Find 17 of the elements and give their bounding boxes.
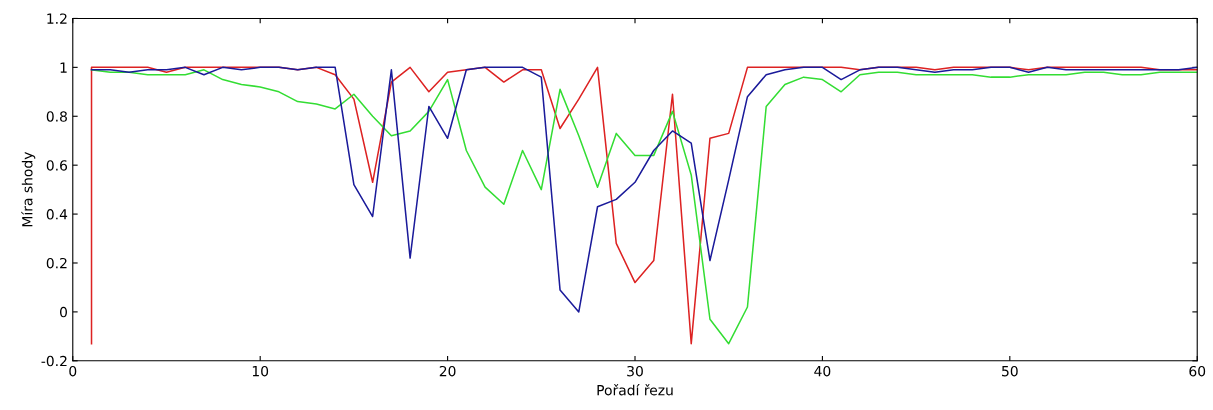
y-tick-label: 0.4 — [46, 209, 68, 220]
x-tick-label: 30 — [627, 365, 643, 377]
x-tick-label: 10 — [252, 365, 269, 377]
x-axis-title: Pořadí řezu — [597, 384, 673, 396]
x-tick-label: 40 — [814, 365, 831, 377]
x-tick-label: 0 — [69, 365, 77, 377]
y-axis-title: Míra shody — [21, 152, 36, 227]
y-tick-label: 0.8 — [46, 111, 67, 122]
x-tick-label: 20 — [439, 365, 456, 377]
y-tick-label: 0.6 — [46, 160, 68, 171]
x-tick-label: 50 — [1002, 365, 1018, 377]
y-tick-label: 1.2 — [47, 13, 67, 24]
y-tick-label: -0.2 — [41, 355, 67, 367]
y-tick-label: 1 — [60, 62, 67, 73]
x-tick-label: 60 — [1189, 365, 1206, 377]
y-tick-label: 0.2 — [46, 257, 67, 269]
y-tick-label: 0 — [60, 306, 67, 318]
